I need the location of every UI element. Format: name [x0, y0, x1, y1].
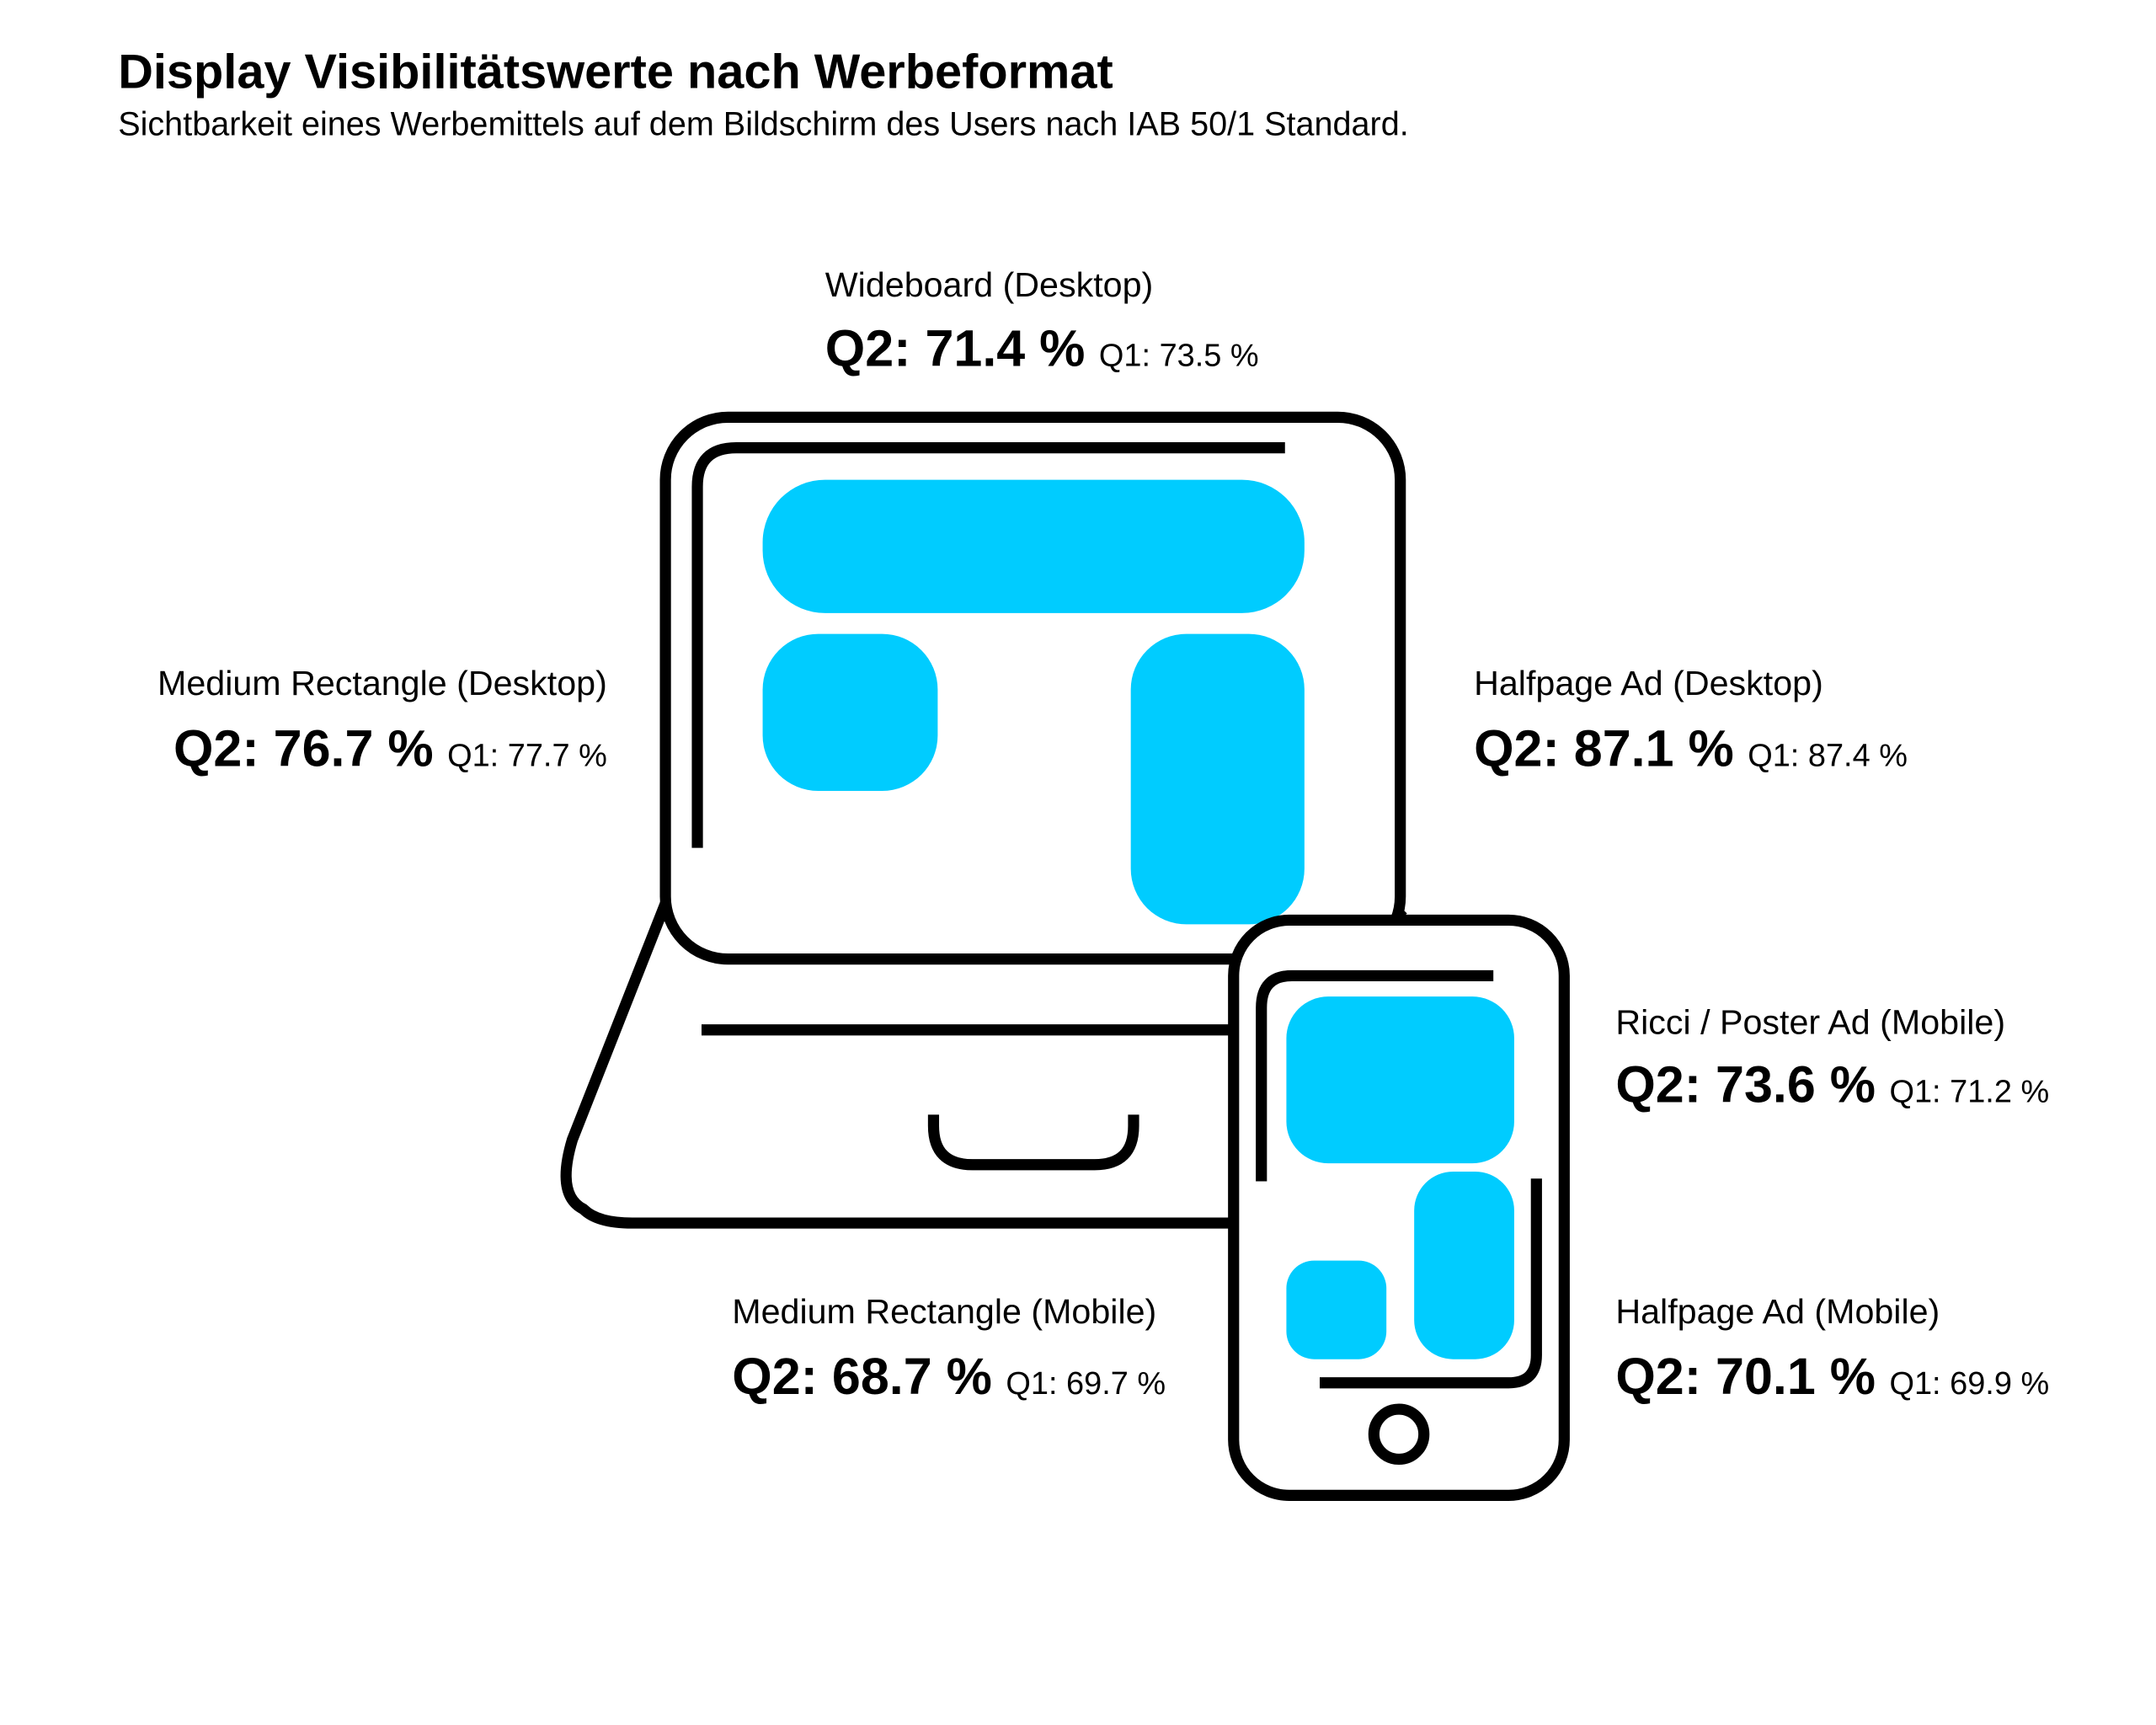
phone-button [1368, 1403, 1430, 1466]
subtitle: Sichtbarkeit eines Werbemittels auf dem … [118, 105, 1409, 142]
format-name: Ricci / Poster Ad (Mobile) [1615, 1003, 2005, 1042]
laptop-base [560, 901, 1237, 1229]
q2-value: Q2: 73.6 % [1615, 1056, 1876, 1114]
format-values: Q2: 68.7 % Q1: 69.7 % [732, 1348, 1166, 1405]
format-name: Medium Rectangle (Desktop) [157, 664, 607, 702]
phone-inner-line-bottom [1320, 1178, 1542, 1389]
laptop-icon [560, 411, 1407, 1229]
q2-value: Q2: 76.7 % [173, 719, 434, 777]
format-name: Halfpage Ad (Mobile) [1615, 1292, 1940, 1331]
poster-mobile-shape [1286, 996, 1514, 1164]
laptop-touchpad [927, 1114, 1139, 1171]
phone-icon [1228, 914, 1570, 1501]
laptop-screen-inner-line [691, 442, 1285, 848]
halfpage-desktop-shape [1130, 633, 1305, 925]
q1-value: Q1: 71.2 % [1889, 1075, 2049, 1110]
medium-rectangle-mobile-shape [1286, 1260, 1387, 1359]
q1-value: Q1: 69.9 % [1889, 1366, 2049, 1402]
q2-value: Q2: 70.1 % [1615, 1348, 1876, 1405]
q1-value: Q1: 73.5 % [1099, 338, 1259, 373]
format-values: Q2: 73.6 % Q1: 71.2 % [1615, 1056, 2049, 1114]
q2-value: Q2: 68.7 % [732, 1348, 992, 1405]
format-values: Q2: 87.1 % Q1: 87.4 % [1474, 719, 1908, 777]
q1-value: Q1: 69.7 % [1006, 1366, 1166, 1402]
q1-value: Q1: 87.4 % [1748, 738, 1908, 773]
format-values: Q2: 71.4 % Q1: 73.5 % [825, 319, 1259, 377]
halfpage-mobile-shape [1414, 1172, 1514, 1359]
format-values: Q2: 76.7 % Q1: 77.7 % [173, 719, 607, 777]
wideboard-desktop-shape [762, 479, 1305, 613]
q2-value: Q2: 87.1 % [1474, 719, 1734, 777]
format-name: Halfpage Ad (Desktop) [1474, 664, 1823, 702]
medium-rectangle-desktop-shape [762, 633, 938, 792]
format-name: Medium Rectangle (Mobile) [732, 1292, 1156, 1331]
title: Display Visibilitätswerte nach Werbeform… [118, 45, 1113, 99]
format-name: Wideboard (Desktop) [825, 265, 1153, 304]
q2-value: Q2: 71.4 % [825, 319, 1086, 377]
format-values: Q2: 70.1 % Q1: 69.9 % [1615, 1348, 2049, 1405]
labels: Wideboard (Desktop) Q2: 71.4 % Q1: 73.5 % M… [157, 265, 2049, 1405]
phone-inner-line-top [1256, 969, 1494, 1182]
q1-value: Q1: 77.7 % [447, 738, 607, 773]
